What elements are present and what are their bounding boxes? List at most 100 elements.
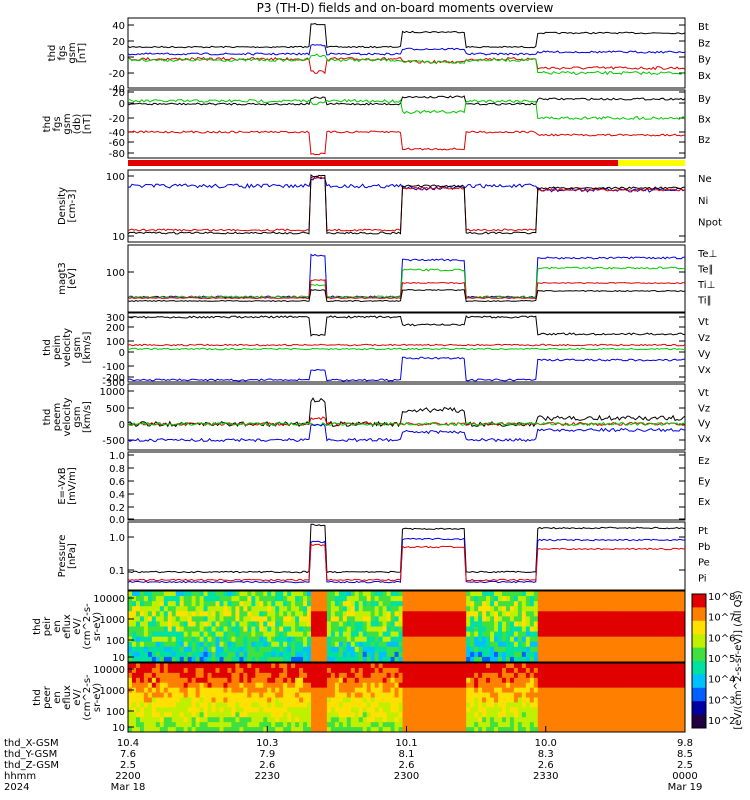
spec-cell xyxy=(665,682,670,689)
spec-cell xyxy=(239,727,244,733)
spec-cell xyxy=(358,687,364,694)
spec-cell xyxy=(509,697,515,703)
spec-cell xyxy=(649,646,654,653)
spec-cell xyxy=(291,712,296,718)
spec-cell xyxy=(307,672,312,679)
spec-cell xyxy=(617,596,622,602)
spec-cell xyxy=(561,677,567,684)
spec-cell xyxy=(438,631,443,638)
spec-cell xyxy=(458,611,463,617)
trace-bz-db xyxy=(127,130,686,156)
panel-frame xyxy=(127,17,686,89)
spec-cell xyxy=(621,636,626,643)
spec-cell xyxy=(223,646,228,653)
spec-cell xyxy=(657,621,662,627)
spec-cell xyxy=(462,722,467,728)
spec-cell xyxy=(414,692,419,698)
spec-cell xyxy=(498,707,503,713)
spec-cell xyxy=(155,702,161,708)
spec-cell xyxy=(128,621,133,627)
spec-cell xyxy=(370,621,376,627)
spec-cell xyxy=(342,626,348,633)
spec-cell xyxy=(402,621,407,627)
spec-cell xyxy=(681,621,686,627)
spec-cell xyxy=(291,601,296,607)
spec-cell xyxy=(641,616,646,622)
spec-cell xyxy=(549,646,555,653)
spec-cell xyxy=(589,596,594,602)
spec-cell xyxy=(219,606,224,612)
spec-cell xyxy=(271,651,276,658)
spec-cell xyxy=(187,677,193,684)
spec-cell xyxy=(513,722,519,728)
spec-cell xyxy=(613,682,618,689)
spec-cell xyxy=(354,722,360,728)
spec-cell xyxy=(346,606,352,612)
spec-cell xyxy=(259,636,264,643)
spec-cell xyxy=(311,606,316,612)
spec-cell xyxy=(358,712,364,718)
spec-cell xyxy=(207,663,213,669)
spec-cell xyxy=(243,712,248,718)
xaxis-value: 2330 xyxy=(533,771,558,782)
spec-cell xyxy=(478,621,483,627)
spec-cell xyxy=(163,697,169,703)
spec-cell xyxy=(191,707,197,713)
spec-cell xyxy=(147,682,153,689)
spec-cell xyxy=(147,636,153,643)
spec-cell xyxy=(657,682,662,689)
spec-cell xyxy=(215,717,221,723)
spec-cell xyxy=(498,631,503,638)
xaxis-value: 10.3 xyxy=(256,738,278,749)
spec-cell xyxy=(613,687,618,694)
spec-cell xyxy=(505,596,511,602)
spec-cell xyxy=(135,663,141,669)
panel-ylabel: eflux xyxy=(62,614,73,639)
spec-cell xyxy=(617,682,622,689)
spec-cell xyxy=(561,717,567,723)
spec-cell xyxy=(211,616,217,622)
spec-cell xyxy=(430,626,435,633)
spec-cell xyxy=(513,702,519,708)
spec-cell xyxy=(295,722,300,728)
spec-cell xyxy=(191,646,197,653)
spec-cell xyxy=(605,727,610,733)
spec-cell xyxy=(279,672,284,679)
spec-cell xyxy=(581,646,587,653)
spec-cell xyxy=(227,606,232,612)
spec-cell xyxy=(569,596,575,602)
spec-cell xyxy=(374,702,380,708)
spec-cell xyxy=(494,663,499,669)
spec-cell xyxy=(187,722,193,728)
spec-cell xyxy=(553,626,559,633)
spec-cell xyxy=(677,641,682,648)
ytick-label: 0.1 xyxy=(109,566,125,577)
spec-cell xyxy=(307,601,312,607)
spec-cell xyxy=(394,727,400,733)
spec-cell xyxy=(625,663,630,669)
spec-cell xyxy=(199,682,205,689)
spec-cell xyxy=(569,672,575,679)
spec-cell xyxy=(458,626,463,633)
spec-cell xyxy=(151,621,157,627)
spec-cell xyxy=(609,651,614,658)
spec-cell xyxy=(191,717,197,723)
spec-cell xyxy=(275,682,280,689)
spec-cell xyxy=(287,717,292,723)
spec-cell xyxy=(215,646,221,653)
spec-cell xyxy=(263,702,268,708)
spec-cell xyxy=(275,712,280,718)
spec-cell xyxy=(426,722,431,728)
spec-cell xyxy=(617,727,622,733)
spec-cell xyxy=(430,591,435,597)
spec-cell xyxy=(128,667,133,674)
ytick-label: 300 xyxy=(106,313,125,324)
spec-cell xyxy=(625,591,630,597)
spec-cell xyxy=(358,646,364,653)
spec-cell xyxy=(143,616,149,622)
spec-cell xyxy=(458,682,463,689)
spec-cell xyxy=(303,616,308,622)
spec-cell xyxy=(665,606,670,612)
spec-cell xyxy=(358,682,364,689)
